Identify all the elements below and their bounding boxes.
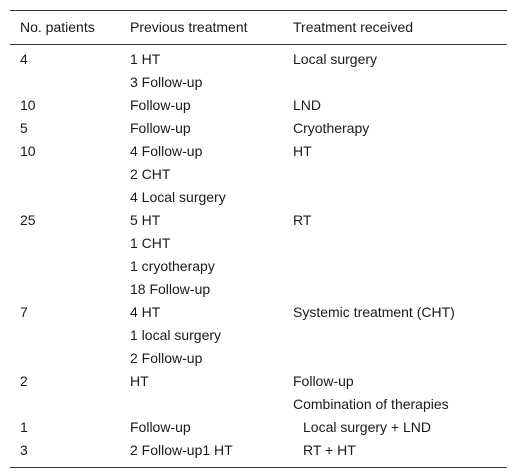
table-row: 10 4 Follow-up HT [10,140,507,163]
header-treatment-received: Treatment received [283,10,507,45]
table-row: 5 Follow-up Cryotherapy [10,117,507,140]
cell-no-patients [10,163,120,186]
cell-previous-treatment: HT [130,373,149,389]
cell-treatment-received: HT [293,143,312,159]
cell-no-patients [10,71,120,94]
table-row: 3 Follow-up [10,71,507,94]
cell-treatment-received [283,278,507,301]
cell-no-patients [10,393,120,416]
cell-treatment-received: Systemic treatment (CHT) [293,304,455,320]
table-row: 3 2 Follow-up1 HT RT + HT [10,439,507,468]
cell-previous-treatment: 2 Follow-up [130,350,203,366]
table-row: 2 CHT [10,163,507,186]
table-row: 7 4 HT Systemic treatment (CHT) [10,301,507,324]
cell-no-patients: 5 [20,120,28,136]
cell-treatment-received: Local surgery + LND [303,419,432,435]
cell-treatment-received [283,347,507,370]
cell-no-patients: 1 [20,419,28,435]
cell-previous-treatment: 2 Follow-up1 HT [120,439,283,468]
cell-treatment-received: Follow-up [293,373,354,389]
cell-previous-treatment: 5 HT [130,212,161,228]
cell-previous-treatment: 4 HT [130,304,161,320]
cell-previous-treatment: 1 CHT [130,235,171,251]
table-row: Combination of therapies [10,393,507,416]
table-row: 1 CHT [10,232,507,255]
treatment-table: No. patients Previous treatment Treatmen… [10,10,507,468]
cell-no-patients [10,186,120,209]
table-header: No. patients Previous treatment Treatmen… [10,10,507,45]
table-row: 10 Follow-up LND [10,94,507,117]
header-no-patients: No. patients [10,10,120,45]
cell-treatment-received [283,186,507,209]
cell-previous-treatment: 1 local surgery [130,327,222,343]
table-row: 1 Follow-up Local surgery + LND [10,416,507,439]
cell-no-patients: 2 [20,373,28,389]
cell-previous-treatment: 3 Follow-up [130,74,203,90]
cell-treatment-received: RT + HT [283,439,507,468]
table-row: 1 local surgery [10,324,507,347]
cell-no-patients: 4 [20,51,28,67]
table-row: 2 Follow-up [10,347,507,370]
cell-previous-treatment: Follow-up [130,419,191,435]
cell-no-patients [10,278,120,301]
table-body: 4 1 HT Local surgery 3 Follow-up 10 Foll… [10,45,507,468]
cell-previous-treatment: 4 Follow-up [130,143,203,159]
table-row: 4 Local surgery [10,186,507,209]
cell-no-patients [10,324,120,347]
table-row: 2 HT Follow-up [10,370,507,393]
cell-no-patients: 7 [20,304,28,320]
header-row: No. patients Previous treatment Treatmen… [10,10,507,45]
cell-previous-treatment: 1 cryotherapy [130,258,215,274]
cell-treatment-received [283,71,507,94]
cell-previous-treatment: 1 HT [130,51,161,67]
cell-no-patients [10,347,120,370]
cell-previous-treatment: 4 Local surgery [130,189,226,205]
cell-treatment-received: RT [293,212,312,228]
cell-treatment-received: Combination of therapies [293,396,449,412]
table-row: 18 Follow-up [10,278,507,301]
cell-no-patients [10,255,120,278]
cell-treatment-received [283,232,507,255]
header-previous-treatment: Previous treatment [120,10,283,45]
cell-treatment-received [283,163,507,186]
cell-no-patients: 10 [20,97,36,113]
cell-previous-treatment: 18 Follow-up [130,281,211,297]
cell-treatment-received [283,324,507,347]
cell-previous-treatment: 2 CHT [130,166,171,182]
cell-previous-treatment [120,393,283,416]
cell-treatment-received: Cryotherapy [293,120,370,136]
table-row: 4 1 HT Local surgery [10,45,507,72]
cell-treatment-received: Local surgery [293,51,378,67]
cell-treatment-received [283,255,507,278]
cell-no-patients: 3 [10,439,120,468]
cell-no-patients [10,232,120,255]
table-row: 25 5 HT RT [10,209,507,232]
cell-no-patients: 25 [20,212,36,228]
cell-treatment-received: LND [293,97,322,113]
table-row: 1 cryotherapy [10,255,507,278]
cell-previous-treatment: Follow-up [130,120,191,136]
cell-no-patients: 10 [20,143,36,159]
cell-previous-treatment: Follow-up [130,97,191,113]
